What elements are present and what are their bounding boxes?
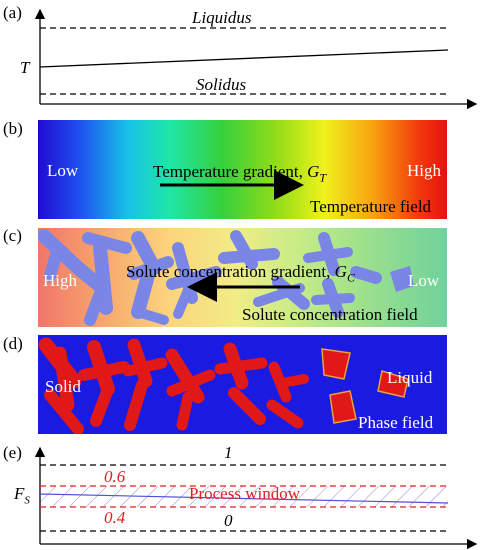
panel-a-y-label: T (20, 58, 30, 77)
panel-c-label: (c) (3, 226, 22, 245)
dendrite-grain (329, 390, 357, 424)
solidus-label: Solidus (196, 75, 247, 94)
panel-c-low: Low (408, 271, 440, 290)
dendrite-arm (214, 357, 268, 375)
panel-d-label: (d) (3, 334, 23, 353)
temperature-line (39, 49, 449, 68)
gradient-subscript: T (319, 170, 327, 185)
fs-one-label: 1 (224, 443, 233, 462)
dendrite-arm (165, 348, 205, 404)
panel-c-high: High (43, 271, 77, 290)
dendrite-arm (173, 285, 193, 319)
dendrite-arm (228, 387, 266, 425)
solute-gradient-label: Solute concentration gradient, GC (126, 262, 355, 285)
dendrite-arm (44, 242, 64, 282)
panel-a-axes (34, 8, 478, 110)
dendrite-arm (53, 346, 75, 412)
dendrite-arm (71, 261, 107, 293)
panel-e-label: (e) (3, 443, 22, 462)
liquidus-label: Liquidus (192, 8, 252, 27)
panel-d-dendrites (38, 337, 409, 434)
dendrite-arm (133, 307, 169, 325)
solute-gradient-text: Solute concentration gradient, (126, 262, 335, 281)
panel-b-low: Low (47, 161, 79, 180)
dendrite-arm (82, 232, 132, 254)
fs-zero-label: 0 (224, 511, 233, 530)
fs-upper-label: 0.6 (104, 467, 126, 486)
dendrite-arm (90, 383, 114, 427)
gradient-symbol: G (307, 162, 320, 181)
fs-y-label: FS (14, 484, 30, 506)
dendrite-arm (84, 277, 110, 326)
dendrite-arm (253, 283, 305, 307)
dendrite-arm (350, 266, 382, 284)
panel-a-label: (a) (3, 3, 22, 22)
dendrite-grain (321, 348, 351, 380)
dendrite-arm (303, 247, 353, 263)
panel-b-arrow (160, 170, 304, 200)
dendrite-arm (176, 391, 194, 431)
process-window-label: Process window (189, 484, 300, 503)
dendrite-arm (124, 379, 148, 431)
panel-c-dendrites (38, 229, 414, 326)
panel-b-label: (b) (3, 119, 23, 138)
dendrite-arm (166, 369, 216, 397)
dendrite-arm (122, 357, 168, 377)
dendrite-grain (377, 370, 409, 398)
fs-lower-label: 0.4 (104, 508, 126, 527)
phase-field-label: Phase field (358, 413, 434, 432)
gradient-text: Temperature gradient, (153, 162, 308, 181)
dendrite-arm (277, 374, 309, 388)
temperature-gradient-label: Temperature gradient, GT (153, 162, 326, 185)
dendrite-arm (131, 261, 157, 319)
dendrite-arm (311, 293, 355, 305)
fs-subscript: S (24, 494, 30, 507)
dendrite-arm (78, 361, 130, 381)
temperature-field-label: Temperature field (310, 197, 432, 216)
dendrite-arm (218, 248, 280, 264)
fs-curve (39, 493, 449, 504)
solute-gradient-symbol: G (334, 262, 347, 281)
panel-d-solid: Solid (45, 377, 81, 396)
panel-e-axes (34, 446, 478, 550)
solute-field-label: Solute concentration field (242, 305, 418, 324)
dendrite-grain (390, 266, 414, 292)
dendrite-group-d (38, 337, 409, 434)
dendrite-group-c (38, 229, 414, 326)
panel-d-liquid: Liquid (387, 368, 433, 387)
dendrite-arm (44, 389, 84, 434)
fs-symbol: F (14, 484, 25, 503)
dendrite-arm (266, 399, 304, 429)
solute-gradient-subscript: C (346, 270, 355, 285)
process-window-hatch (40, 486, 448, 507)
panel-c-arrow (187, 272, 300, 302)
panel-b-high: High (407, 161, 441, 180)
temperature-field-panel (38, 120, 447, 219)
